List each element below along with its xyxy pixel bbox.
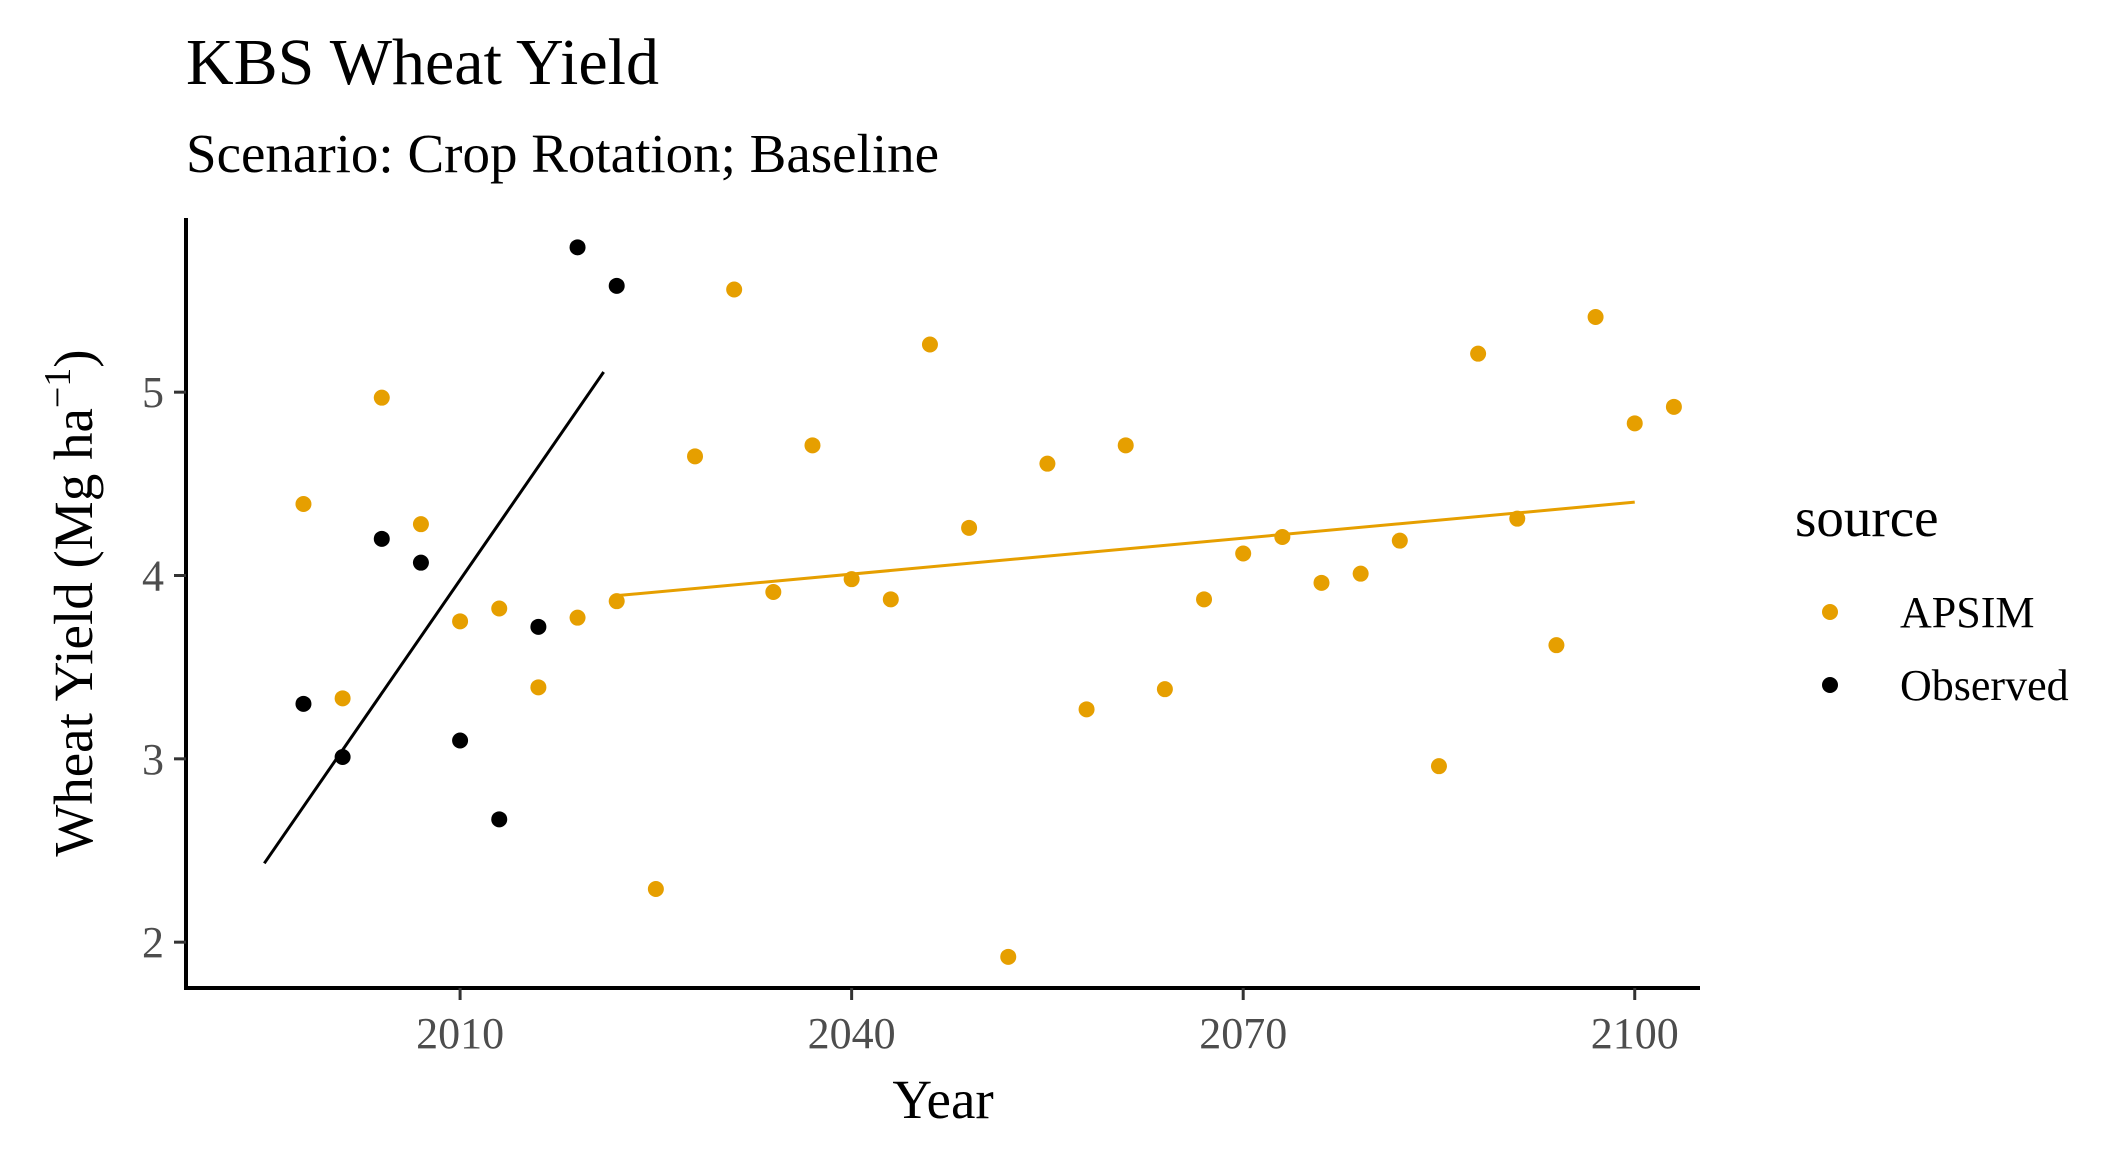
- apsim-point: [491, 600, 508, 617]
- y-axis-title-superscript: −1: [37, 368, 79, 408]
- observed-point: [452, 732, 469, 749]
- apsim-point: [530, 679, 547, 696]
- observed-point: [295, 695, 312, 712]
- chart-subtitle: Scenario: Crop Rotation; Baseline: [186, 123, 939, 184]
- observed-point: [334, 749, 351, 765]
- observed-point: [412, 554, 429, 571]
- y-tick-label: 3: [142, 735, 164, 784]
- x-tick-label: 2100: [1591, 1009, 1679, 1058]
- observed-point: [530, 618, 547, 635]
- y-axis: 2 3 4 5: [142, 368, 186, 967]
- apsim-point: [1235, 545, 1252, 562]
- apsim-point: [1274, 529, 1291, 545]
- observed-point: [608, 277, 625, 294]
- apsim-point: [1665, 398, 1682, 415]
- x-tick-label: 2070: [1199, 1009, 1287, 1058]
- apsim-point: [1352, 565, 1369, 582]
- y-tick-label: 4: [142, 552, 164, 601]
- observed-point: [569, 239, 586, 256]
- apsim-point: [1509, 510, 1526, 527]
- apsim-point: [1391, 532, 1408, 549]
- observed-point: [373, 530, 390, 547]
- apsim-point: [647, 881, 664, 897]
- apsim-point: [687, 448, 704, 465]
- apsim-trend-line: [616, 500, 1635, 598]
- legend-title: source: [1795, 487, 1939, 548]
- apsim-point: [804, 437, 821, 454]
- apsim-point: [412, 516, 429, 533]
- apsim-point: [1117, 437, 1134, 454]
- y-axis-title: Wheat Yield (Mg ha−1): [37, 349, 104, 856]
- apsim-point: [961, 519, 978, 536]
- apsim-point: [726, 281, 743, 298]
- apsim-point: [1313, 574, 1330, 591]
- apsim-point: [765, 584, 782, 600]
- axes-lines: [184, 218, 1700, 990]
- x-axis-title: Year: [892, 1069, 993, 1130]
- apsim-point: [1039, 455, 1056, 472]
- x-axis: 2010 2040 2070 2100: [416, 988, 1679, 1058]
- apsim-point: [1078, 701, 1095, 718]
- apsim-point: [1626, 415, 1643, 432]
- apsim-point: [1470, 345, 1487, 362]
- observed-trend-line: [263, 371, 605, 865]
- apsim-point: [1156, 681, 1173, 698]
- observed-point: [491, 811, 508, 828]
- x-tick-label: 2010: [416, 1009, 504, 1058]
- apsim-point: [608, 593, 625, 610]
- y-tick-label: 2: [142, 918, 164, 967]
- apsim-point: [1548, 637, 1565, 654]
- apsim-point: [569, 609, 586, 626]
- legend: APSIM Observed: [1822, 588, 2069, 710]
- y-axis-title-main: Wheat Yield (Mg ha: [43, 408, 104, 857]
- y-axis-title-close: ): [43, 349, 104, 367]
- apsim-point: [1196, 591, 1213, 608]
- legend-label-observed: Observed: [1900, 661, 2069, 710]
- apsim-point: [882, 591, 899, 608]
- apsim-point: [921, 336, 938, 353]
- legend-key-apsim: [1822, 604, 1838, 620]
- apsim-point: [1430, 758, 1447, 775]
- legend-key-observed: [1822, 677, 1838, 693]
- legend-label-apsim: APSIM: [1900, 588, 2035, 637]
- chart-title: KBS Wheat Yield: [186, 26, 659, 99]
- apsim-point: [295, 496, 312, 512]
- apsim-point: [1587, 309, 1604, 325]
- apsim-point: [334, 690, 351, 707]
- apsim-point: [843, 571, 860, 588]
- apsim-point: [452, 613, 469, 630]
- apsim-point: [373, 389, 390, 406]
- apsim-point: [1000, 948, 1017, 965]
- plot-area: [263, 239, 1682, 965]
- x-tick-label: 2040: [808, 1009, 896, 1058]
- y-tick-label: 5: [142, 368, 164, 417]
